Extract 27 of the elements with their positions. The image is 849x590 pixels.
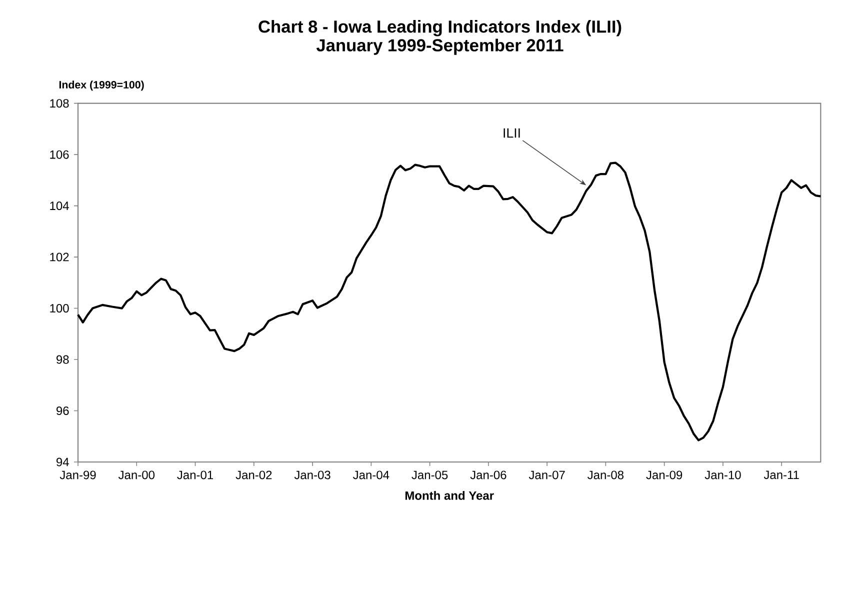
x-tick-label: Jan-01 [177, 470, 214, 480]
x-tick-label: Jan-07 [528, 470, 565, 480]
x-tick-label: Jan-10 [704, 470, 741, 480]
line-series [76, 162, 822, 442]
x-tick-label: Jan-08 [588, 470, 624, 480]
x-tick-label: Jan-03 [294, 470, 330, 480]
chart-subtitle: January 1999-September 2011 [316, 38, 564, 55]
y-tick-label: 100 [50, 304, 69, 313]
x-tick-label: Jan-09 [646, 470, 682, 480]
y-tick-label: 106 [50, 150, 69, 159]
x-axis-title: Month and Year [405, 491, 494, 500]
y-tick-label: 108 [50, 99, 69, 108]
y-tick-label: 104 [50, 202, 69, 210]
chart-title: Chart 8 - Iowa Leading Indicators Index (ILII) [258, 20, 622, 36]
x-tick-label: Jan-99 [60, 470, 96, 480]
x-tick-label: Jan-05 [412, 470, 448, 480]
x-tick-label: Jan-02 [236, 470, 272, 480]
x-tick-label: Jan-00 [118, 470, 155, 480]
x-tick-label: Jan-06 [470, 470, 506, 480]
x-tick-label: Jan-04 [353, 470, 390, 480]
y-axis-title: Index (1999=100) [59, 80, 144, 91]
y-tick-label: 102 [50, 252, 69, 262]
y-tick-label: 98 [56, 355, 69, 364]
annotation: ILII [504, 128, 520, 138]
y-tick-label: 96 [56, 406, 69, 416]
x-tick-label: Jan-11 [764, 470, 799, 480]
y-tick-label: 94 [56, 458, 69, 466]
